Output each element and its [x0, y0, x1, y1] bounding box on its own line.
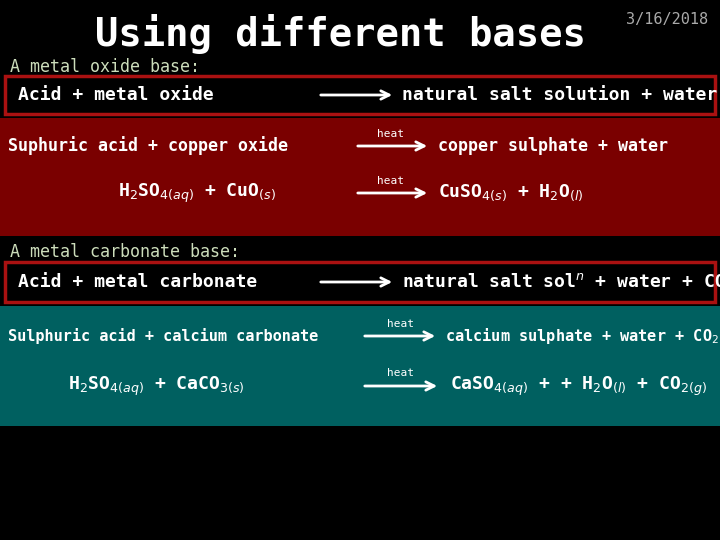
Text: heat: heat — [377, 129, 403, 139]
Text: natural salt sol$^n$ + water + CO$_2$: natural salt sol$^n$ + water + CO$_2$ — [402, 272, 720, 293]
Text: A metal oxide base:: A metal oxide base: — [10, 58, 200, 76]
Bar — [0, 306, 720, 426]
Bar — [5, 76, 715, 114]
Text: heat: heat — [387, 319, 413, 329]
Text: H$_2$SO$_{4(aq)}$ + CaCO$_{3(s)}$: H$_2$SO$_{4(aq)}$ + CaCO$_{3(s)}$ — [68, 374, 245, 397]
Text: Sulphuric acid + calcium carbonate: Sulphuric acid + calcium carbonate — [8, 328, 318, 344]
Bar — [5, 262, 715, 302]
Text: A metal carbonate base:: A metal carbonate base: — [10, 243, 240, 261]
Text: Suphuric acid + copper oxide: Suphuric acid + copper oxide — [8, 137, 288, 156]
Text: copper sulphate + water: copper sulphate + water — [438, 137, 668, 155]
Text: heat: heat — [377, 176, 403, 186]
Text: CaSO$_{4(aq)}$ + + H$_2$O$_{(l)}$ + CO$_{2(g)}$: CaSO$_{4(aq)}$ + + H$_2$O$_{(l)}$ + CO$_… — [450, 374, 707, 397]
Text: heat: heat — [387, 368, 413, 378]
Text: CuSO$_{4(s)}$ + H$_2$O$_{(l)}$: CuSO$_{4(s)}$ + H$_2$O$_{(l)}$ — [438, 183, 584, 203]
Text: calcium sulphate + water + CO$_2$: calcium sulphate + water + CO$_2$ — [445, 326, 719, 346]
Text: Acid + metal carbonate: Acid + metal carbonate — [18, 273, 257, 291]
Bar — [0, 118, 720, 236]
Text: natural salt solution + water: natural salt solution + water — [402, 86, 717, 104]
Text: Acid + metal oxide: Acid + metal oxide — [18, 86, 214, 104]
Text: Using different bases: Using different bases — [94, 14, 585, 54]
Text: 3/16/2018: 3/16/2018 — [626, 12, 708, 27]
Text: H$_2$SO$_{4(aq)}$ + CuO$_{(s)}$: H$_2$SO$_{4(aq)}$ + CuO$_{(s)}$ — [118, 181, 276, 205]
